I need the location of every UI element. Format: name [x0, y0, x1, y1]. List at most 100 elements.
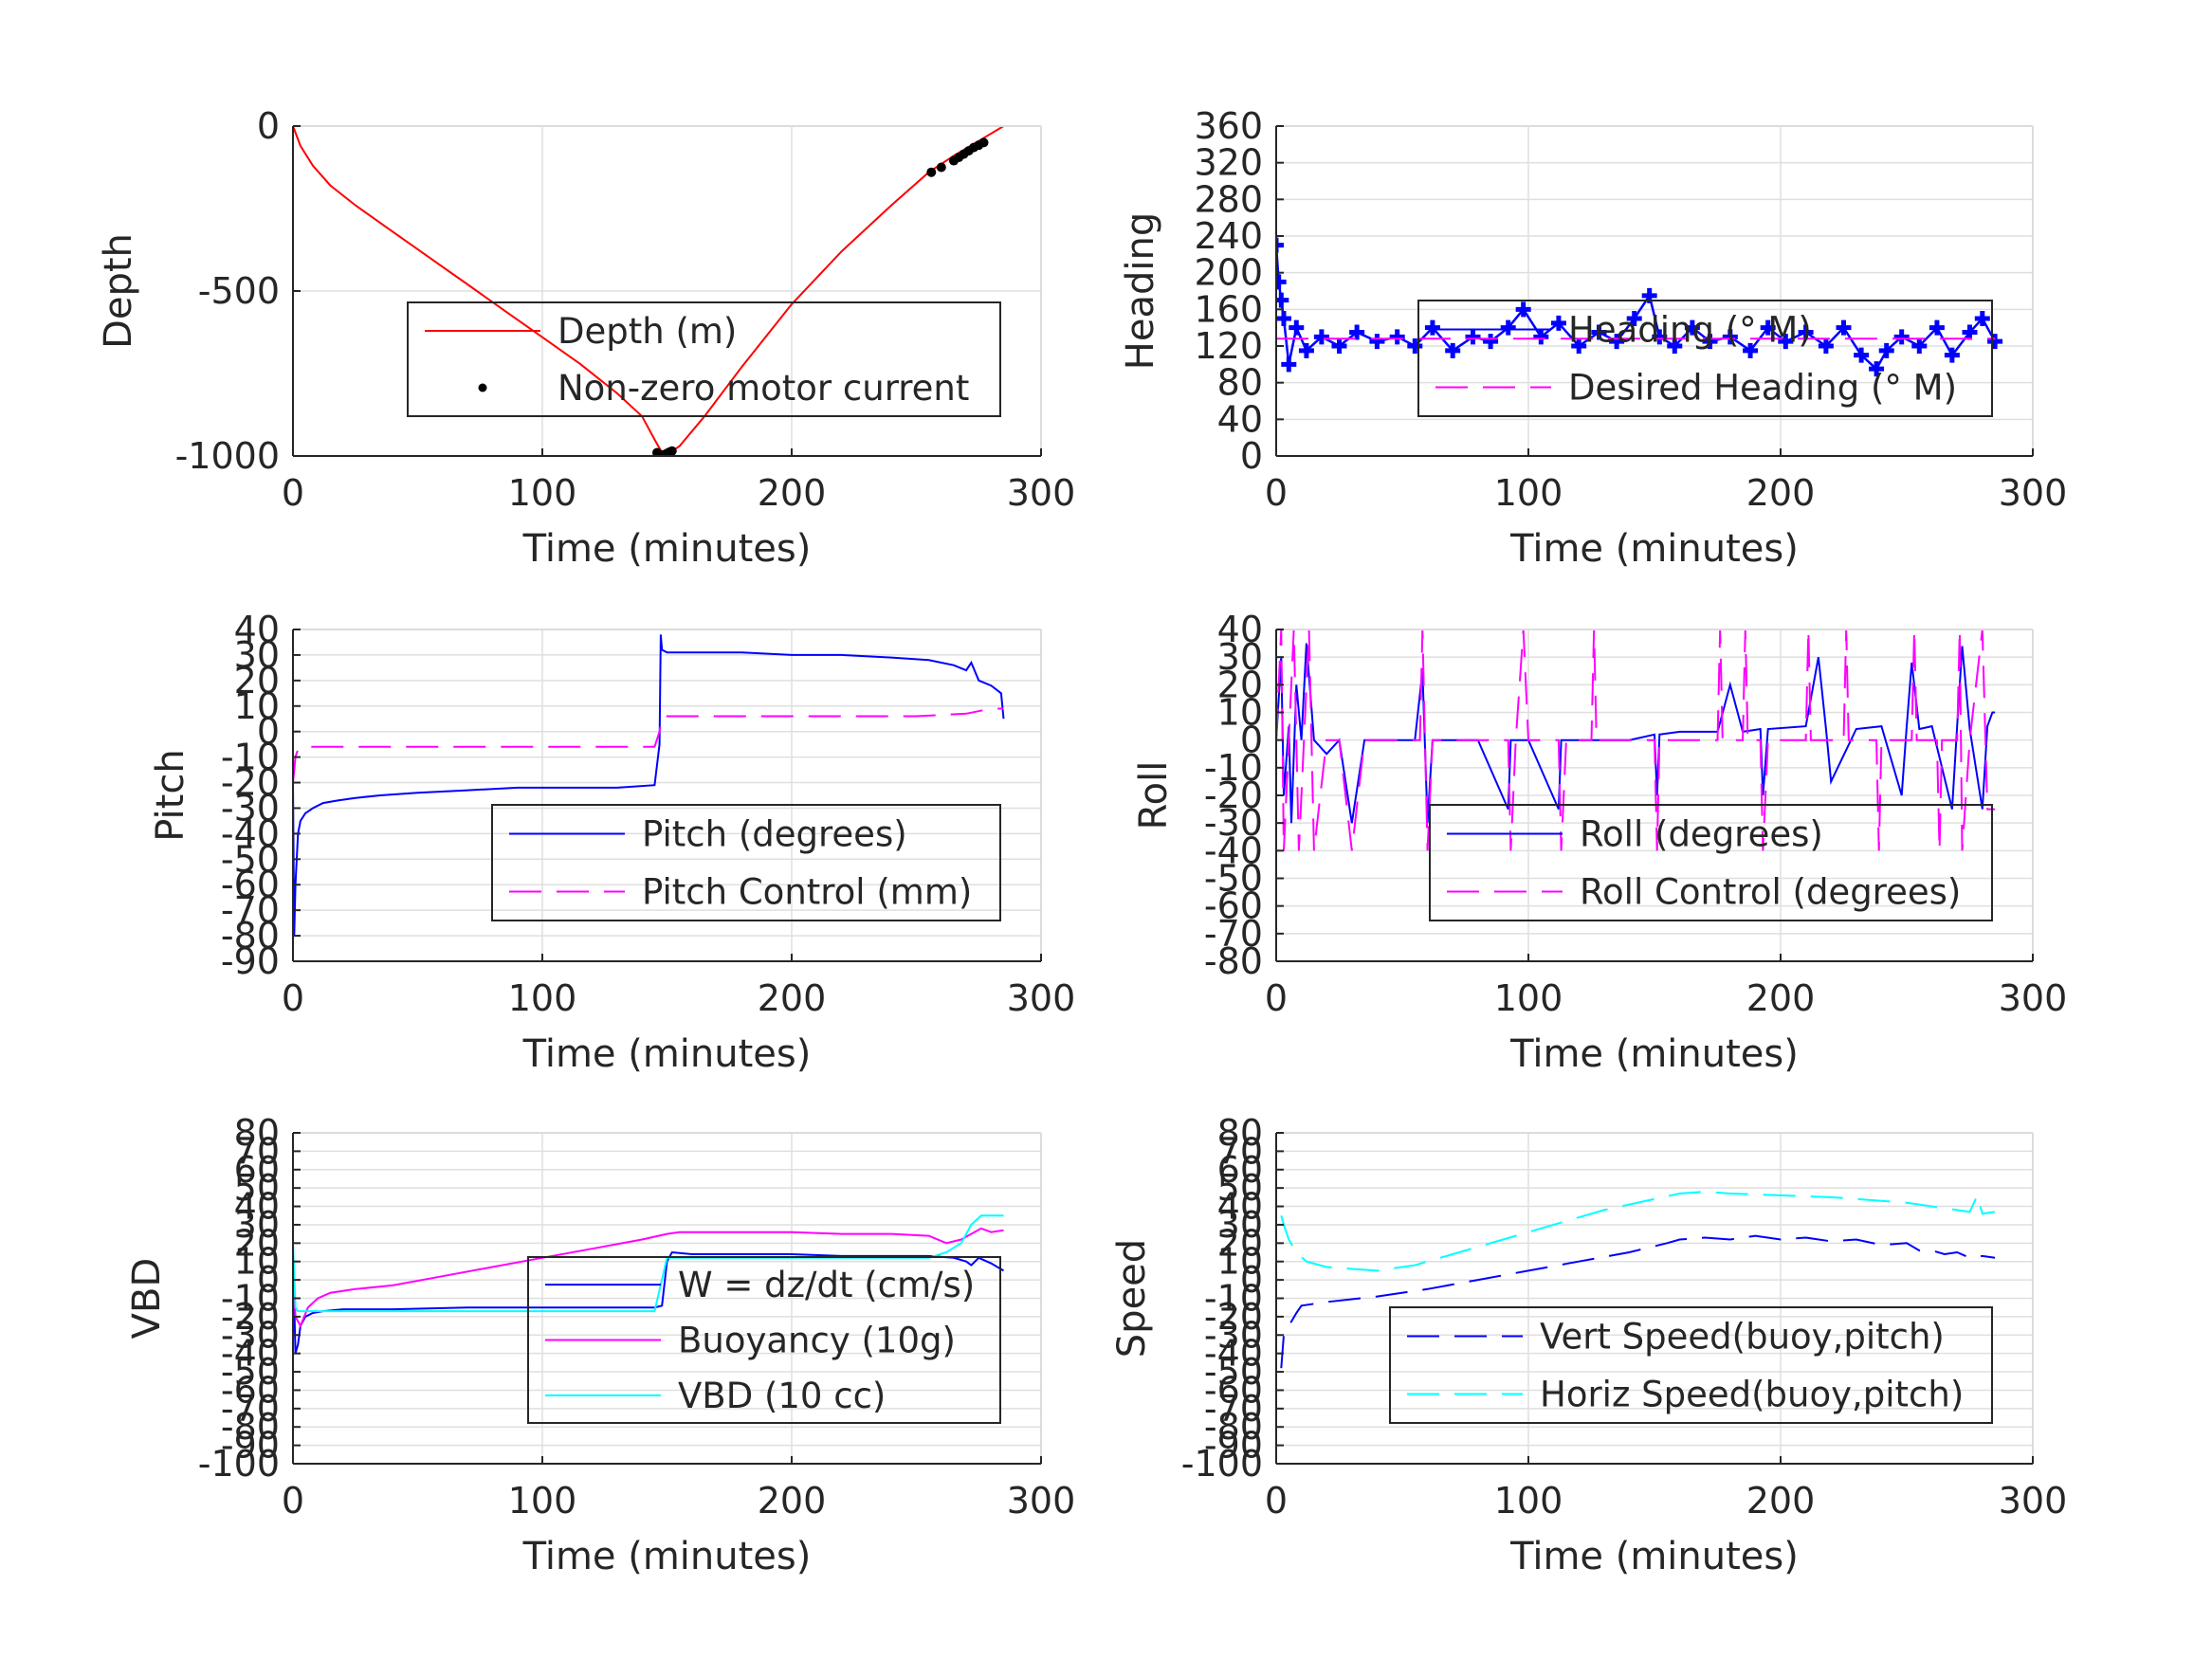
data-point: [1424, 319, 1440, 336]
series-line: [293, 707, 1004, 783]
data-point: [1962, 324, 1978, 340]
y-tick-label: 20: [234, 660, 280, 702]
y-tick-label: 10: [234, 1241, 280, 1283]
x-tick-label: 0: [1265, 472, 1288, 514]
x-axis-label: Time (minutes): [522, 527, 812, 571]
plot-area: [1276, 629, 1996, 851]
data-point: [1298, 342, 1314, 358]
data-point: [1854, 347, 1870, 363]
data-point: [1626, 311, 1642, 326]
x-tick-label: 300: [1999, 472, 2068, 514]
y-tick-label: 160: [1194, 288, 1263, 330]
legend-box: [1429, 804, 1993, 921]
data-point: [1276, 311, 1291, 326]
x-tick-label: 0: [282, 472, 304, 514]
x-tick-label: 300: [1007, 1480, 1076, 1522]
y-axis-label: VBD: [125, 1258, 169, 1340]
data-point: [1276, 237, 1284, 253]
plot-area: [293, 634, 1005, 937]
x-tick-label: 300: [1999, 1480, 2068, 1522]
plot-area: [293, 126, 1005, 456]
legend-box: [1389, 1306, 1993, 1424]
series-line: [1276, 629, 1996, 851]
speed-chart: 0 100 200 30080706050403020100-10-20-30-40-…: [1110, 1112, 2067, 1578]
data-point: [1483, 334, 1499, 350]
data-point: [1276, 274, 1287, 290]
legend-label: W = dz/dt (cm/s): [678, 1265, 975, 1305]
legend-box: [1417, 300, 1993, 417]
data-point: [1349, 324, 1365, 340]
y-tick-label: 60: [1217, 1149, 1263, 1191]
data-point: [1465, 329, 1481, 345]
legend: Roll (degrees) Roll Control (degrees): [1429, 804, 1993, 921]
y-tick-label: -30: [221, 1314, 280, 1356]
y-tick-label: 80: [1217, 1112, 1263, 1154]
y-tick-label: 0: [257, 1259, 280, 1301]
legend: Heading (° M) Desired Heading (° M): [1417, 300, 1993, 417]
y-tick-label: -100: [1181, 1443, 1263, 1485]
y-tick-label: 30: [234, 1204, 280, 1246]
y-tick-label: -40: [1204, 830, 1263, 871]
y-tick-label: -10: [221, 737, 280, 778]
data-point: [1987, 334, 2003, 350]
y-tick-label: -30: [221, 787, 280, 829]
y-tick-label: 240: [1194, 215, 1263, 257]
data-point: [1929, 319, 1945, 336]
legend: W = dz/dt (cm/s) Buoyancy (10g) VBD (10 cc…: [527, 1256, 1001, 1424]
x-tick-label: 200: [1746, 472, 1816, 514]
series-line: [1276, 643, 1996, 824]
data-point: [1778, 334, 1794, 350]
y-tick-label: -40: [221, 812, 280, 854]
x-axis-label: Time (minutes): [522, 1032, 812, 1076]
y-tick-label: -60: [1204, 885, 1263, 927]
y-tick-label: 60: [234, 1149, 280, 1191]
y-tick-label: -90: [221, 1425, 280, 1467]
data-point: [1878, 342, 1894, 358]
y-tick-label: -50: [1204, 1351, 1263, 1393]
x-tick-label: 200: [758, 472, 827, 514]
legend-label: Non-zero motor current: [558, 368, 969, 409]
y-tick-label: -50: [1204, 858, 1263, 900]
y-tick-label: 30: [234, 634, 280, 676]
y-tick-label: -10: [1204, 747, 1263, 789]
y-tick-label: -50: [221, 1351, 280, 1393]
y-axis-label: Heading: [1119, 212, 1162, 370]
y-tick-label: -80: [221, 915, 280, 957]
data-point: [1276, 292, 1289, 308]
y-tick-label: 80: [1217, 362, 1263, 404]
y-tick-label: -20: [221, 762, 280, 804]
y-tick-label: -70: [221, 889, 280, 931]
y-tick-label: -30: [1204, 1314, 1263, 1356]
x-tick-label: 100: [1494, 977, 1563, 1019]
y-tick-label: -40: [221, 1333, 280, 1375]
y-tick-label: -100: [198, 1443, 280, 1485]
y-tick-label: 10: [1217, 1241, 1263, 1283]
data-point: [1798, 324, 1814, 340]
data-point: [1550, 315, 1566, 331]
data-point: [936, 162, 946, 173]
data-point: [1667, 338, 1683, 354]
y-tick-label: -90: [221, 940, 280, 982]
x-axis-label: Time (minutes): [522, 1535, 812, 1578]
legend-label: Pitch (degrees): [642, 814, 907, 855]
x-tick-label: 100: [1494, 1480, 1563, 1522]
y-tick-label: 80: [234, 1112, 280, 1154]
series-line: [293, 634, 1005, 937]
data-point: [1743, 342, 1759, 358]
y-tick-label: -60: [221, 1369, 280, 1411]
x-tick-label: 300: [1007, 472, 1076, 514]
y-tick-label: 70: [1217, 1130, 1263, 1172]
data-point: [1331, 338, 1347, 354]
y-tick-label: -70: [221, 1388, 280, 1430]
legend: Pitch (degrees) Pitch Control (mm): [491, 804, 1001, 921]
y-tick-label: 40: [1217, 609, 1263, 650]
y-tick-label: 0: [257, 711, 280, 753]
x-tick-label: 100: [1494, 472, 1563, 514]
y-tick-label: -70: [1204, 1388, 1263, 1430]
data-point: [1818, 338, 1834, 354]
legend-label: VBD (10 cc): [678, 1376, 886, 1416]
y-tick-label: 0: [257, 105, 280, 147]
x-axis-label: Time (minutes): [1509, 1032, 1799, 1076]
y-tick-label: 10: [234, 685, 280, 727]
x-tick-label: 200: [1746, 1480, 1816, 1522]
